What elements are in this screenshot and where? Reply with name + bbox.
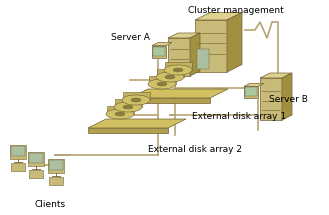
Ellipse shape	[148, 79, 176, 89]
Polygon shape	[11, 163, 25, 171]
Polygon shape	[107, 106, 134, 114]
Ellipse shape	[114, 102, 142, 112]
Ellipse shape	[123, 105, 133, 109]
Polygon shape	[130, 98, 210, 103]
Polygon shape	[245, 88, 257, 96]
Polygon shape	[197, 49, 209, 69]
Polygon shape	[123, 92, 150, 100]
Polygon shape	[11, 146, 25, 156]
Polygon shape	[28, 152, 44, 166]
Ellipse shape	[106, 109, 134, 119]
Ellipse shape	[115, 112, 125, 116]
Polygon shape	[49, 177, 63, 185]
Polygon shape	[88, 128, 168, 133]
Ellipse shape	[122, 95, 150, 105]
Polygon shape	[282, 73, 292, 120]
Ellipse shape	[165, 75, 175, 79]
Ellipse shape	[131, 98, 141, 102]
Polygon shape	[260, 78, 282, 120]
Polygon shape	[190, 33, 200, 76]
Polygon shape	[168, 38, 190, 76]
Text: Server B: Server B	[269, 95, 308, 104]
Text: Clients: Clients	[35, 200, 65, 209]
Polygon shape	[244, 83, 264, 86]
Polygon shape	[195, 12, 242, 20]
Text: External disk array 1: External disk array 1	[192, 112, 286, 121]
Polygon shape	[29, 170, 43, 178]
Polygon shape	[260, 73, 292, 78]
Polygon shape	[29, 153, 43, 163]
Polygon shape	[49, 160, 63, 170]
Polygon shape	[153, 47, 165, 56]
Polygon shape	[88, 119, 186, 128]
Text: Cluster management: Cluster management	[188, 6, 284, 15]
Polygon shape	[244, 86, 258, 98]
Polygon shape	[157, 69, 184, 77]
Polygon shape	[227, 12, 242, 72]
Ellipse shape	[157, 82, 167, 86]
Polygon shape	[152, 46, 166, 58]
Polygon shape	[115, 99, 142, 107]
Ellipse shape	[164, 65, 192, 75]
Polygon shape	[168, 33, 200, 38]
Polygon shape	[48, 159, 64, 173]
Ellipse shape	[173, 68, 183, 72]
Polygon shape	[152, 43, 172, 46]
Text: Server A: Server A	[111, 34, 150, 43]
Polygon shape	[149, 76, 176, 84]
Ellipse shape	[156, 72, 184, 82]
Polygon shape	[195, 20, 227, 72]
Text: External disk array 2: External disk array 2	[148, 145, 242, 154]
Polygon shape	[165, 62, 192, 70]
Polygon shape	[10, 145, 26, 159]
Polygon shape	[130, 89, 228, 98]
